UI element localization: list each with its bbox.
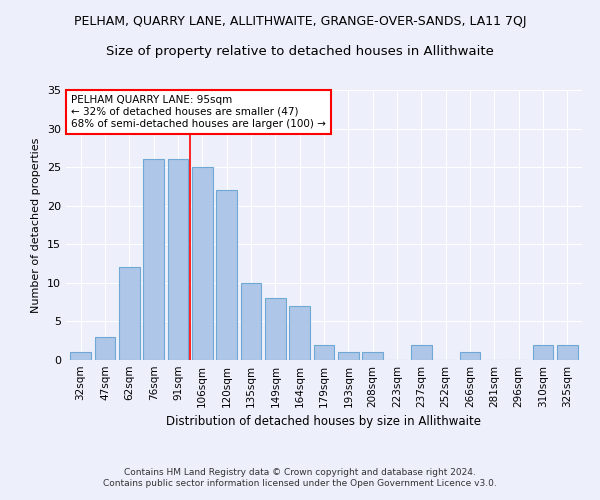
- Bar: [338, 352, 359, 360]
- Bar: [265, 298, 286, 360]
- Bar: [70, 352, 91, 360]
- Bar: [167, 160, 188, 360]
- Text: PELHAM, QUARRY LANE, ALLITHWAITE, GRANGE-OVER-SANDS, LA11 7QJ: PELHAM, QUARRY LANE, ALLITHWAITE, GRANGE…: [74, 15, 526, 28]
- Bar: [216, 190, 237, 360]
- Text: Size of property relative to detached houses in Allithwaite: Size of property relative to detached ho…: [106, 45, 494, 58]
- Bar: [411, 344, 432, 360]
- Bar: [119, 268, 140, 360]
- Y-axis label: Number of detached properties: Number of detached properties: [31, 138, 41, 312]
- Bar: [241, 283, 262, 360]
- Bar: [557, 344, 578, 360]
- Bar: [143, 160, 164, 360]
- Bar: [192, 167, 212, 360]
- Bar: [533, 344, 553, 360]
- Bar: [95, 337, 115, 360]
- Text: PELHAM QUARRY LANE: 95sqm
← 32% of detached houses are smaller (47)
68% of semi-: PELHAM QUARRY LANE: 95sqm ← 32% of detac…: [71, 96, 326, 128]
- Bar: [314, 344, 334, 360]
- Bar: [362, 352, 383, 360]
- Bar: [289, 306, 310, 360]
- X-axis label: Distribution of detached houses by size in Allithwaite: Distribution of detached houses by size …: [167, 416, 482, 428]
- Text: Contains HM Land Registry data © Crown copyright and database right 2024.
Contai: Contains HM Land Registry data © Crown c…: [103, 468, 497, 487]
- Bar: [460, 352, 481, 360]
